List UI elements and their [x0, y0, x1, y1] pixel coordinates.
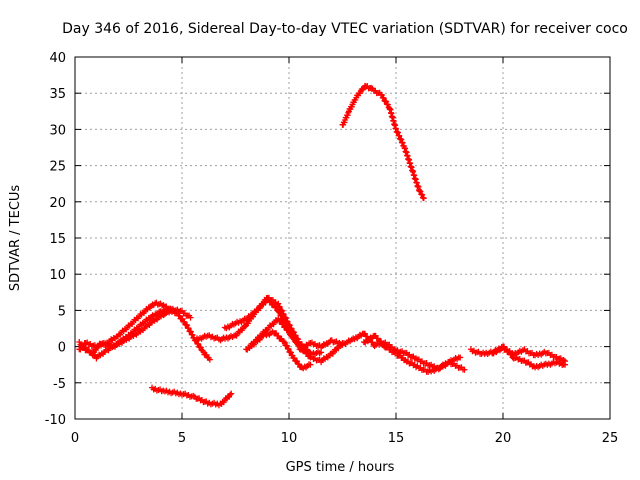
y-axis-label: SDTVAR / TECUs [8, 185, 23, 292]
data-point-marker [282, 315, 289, 322]
data-point-marker [286, 329, 293, 336]
data-point-marker [289, 333, 296, 340]
y-tick-label: 5 [58, 304, 66, 319]
y-tick-label: 30 [49, 123, 66, 138]
data-point-marker [280, 311, 287, 318]
data-point-marker [286, 322, 293, 329]
data-point-marker [197, 344, 204, 351]
series-arc-8 [247, 328, 314, 372]
y-tick-label: -5 [53, 377, 66, 392]
series-arc-3 [78, 307, 177, 357]
series-arc-11 [339, 82, 427, 202]
data-point-marker [383, 98, 390, 105]
y-tick-label: 40 [49, 51, 66, 66]
data-point-marker [279, 307, 286, 314]
data-point-marker [276, 304, 283, 311]
data-point-marker [384, 101, 391, 108]
x-tick-label: 0 [71, 431, 79, 446]
data-point-marker [275, 300, 282, 307]
data-point-marker [356, 331, 363, 338]
data-point-marker [291, 336, 298, 343]
y-tick-label: 10 [49, 268, 66, 283]
y-tick-label: 0 [58, 341, 66, 356]
data-point-marker [393, 125, 399, 132]
data-point-marker [187, 328, 194, 335]
data-point-marker [441, 361, 448, 368]
x-tick-label: 25 [602, 431, 619, 446]
data-point-marker [284, 342, 291, 349]
axis-ticks: 0 5 10 15 20 25 -10 -5 0 5 10 15 20 25 30 35 40 [45, 51, 619, 446]
x-tick-label: 10 [281, 431, 298, 446]
data-point-marker [170, 307, 177, 314]
series-arc-10 [360, 332, 468, 375]
data-point-marker [352, 334, 359, 341]
data-point-marker [206, 356, 213, 363]
chart-title: Day 346 of 2016, Sidereal Day-to-day VTE… [62, 21, 628, 37]
data-point-marker [394, 129, 401, 136]
data-point-marker [189, 331, 196, 338]
data-point-marker [280, 338, 287, 345]
data-point-marker [185, 325, 192, 332]
x-tick-label: 20 [495, 431, 512, 446]
data-point-marker [199, 347, 206, 354]
x-tick-label: 15 [388, 431, 405, 446]
x-tick-label: 5 [178, 431, 186, 446]
data-point-marker [399, 139, 406, 146]
series-arc-4 [149, 384, 235, 409]
data-point-marker [228, 390, 235, 397]
data-point-marker [227, 391, 234, 398]
data-point-marker [368, 84, 375, 91]
data-point-marker [396, 132, 403, 139]
data-point-marker [420, 195, 427, 202]
x-axis-label: GPS time / hours [286, 460, 395, 475]
series-arc-13 [489, 343, 569, 371]
grid [75, 57, 610, 419]
y-tick-label: 15 [49, 232, 66, 247]
data-point-marker [457, 354, 464, 361]
data-point-marker [413, 355, 420, 362]
series-arc-6 [221, 294, 314, 357]
data-point-marker [288, 325, 295, 332]
data-point-marker [287, 349, 294, 356]
data-point-marker [378, 91, 385, 98]
y-tick-label: 35 [49, 87, 66, 102]
data-point-marker [417, 188, 424, 195]
data-point-marker [284, 318, 291, 325]
data-point-marker [152, 300, 159, 307]
data-series [76, 82, 569, 409]
y-tick-label: 25 [49, 160, 66, 175]
data-point-marker [281, 339, 288, 346]
data-point-marker [285, 346, 292, 353]
data-point-marker [461, 366, 468, 373]
data-point-marker [187, 314, 194, 321]
data-point-marker [562, 361, 569, 368]
data-point-marker [184, 322, 191, 329]
data-point-marker [413, 364, 420, 371]
data-point-marker [307, 361, 314, 368]
y-tick-label: 20 [49, 196, 66, 211]
data-point-marker [380, 95, 387, 102]
data-point-marker [242, 323, 249, 330]
y-tick-label: -10 [45, 413, 66, 428]
data-point-marker [323, 340, 330, 347]
series-arc-1 [76, 299, 213, 363]
data-point-marker [419, 191, 426, 198]
data-point-marker [398, 136, 405, 143]
